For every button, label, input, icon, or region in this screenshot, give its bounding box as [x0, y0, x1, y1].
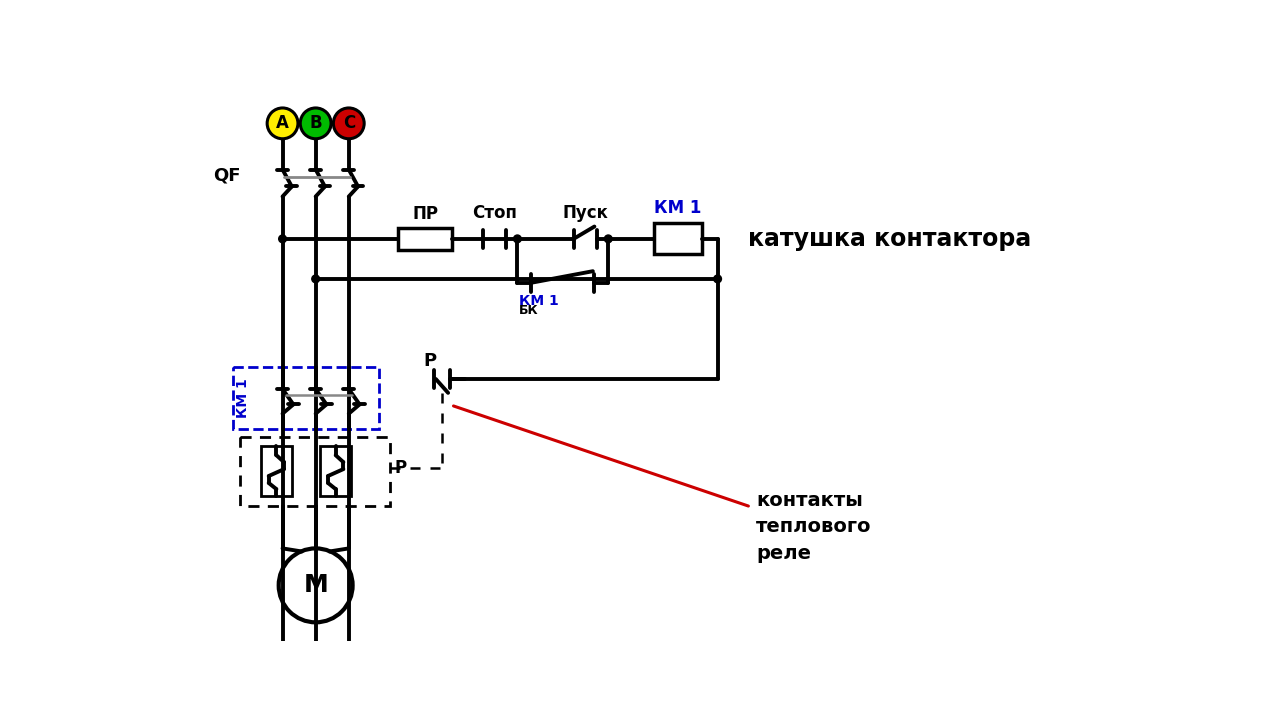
- Text: Пуск: Пуск: [562, 204, 608, 222]
- Bar: [261, 446, 292, 496]
- Text: ПР: ПР: [412, 205, 438, 223]
- Text: катушка контактора: катушка контактора: [749, 227, 1032, 251]
- Bar: [398, 228, 452, 250]
- Text: Р: Р: [424, 352, 436, 370]
- Bar: [241, 437, 390, 506]
- Circle shape: [513, 235, 521, 243]
- Circle shape: [279, 235, 287, 243]
- Bar: [320, 446, 351, 496]
- Circle shape: [312, 275, 320, 283]
- Text: КМ 1: КМ 1: [236, 379, 250, 418]
- Text: БК: БК: [518, 305, 539, 318]
- Circle shape: [333, 108, 365, 139]
- Circle shape: [604, 235, 612, 243]
- Text: C: C: [343, 114, 355, 132]
- Circle shape: [268, 108, 298, 139]
- Text: КМ 1: КМ 1: [654, 199, 701, 217]
- Text: Стоп: Стоп: [472, 204, 517, 222]
- Bar: [654, 223, 703, 254]
- Text: A: A: [276, 114, 289, 132]
- Circle shape: [714, 275, 722, 283]
- Text: QF: QF: [212, 167, 241, 185]
- Text: М: М: [303, 573, 328, 598]
- Text: B: B: [310, 114, 323, 132]
- Bar: [233, 367, 379, 429]
- Text: КМ 1: КМ 1: [518, 294, 558, 307]
- Text: Р: Р: [394, 459, 406, 477]
- Circle shape: [301, 108, 332, 139]
- Text: контакты
теплового
реле: контакты теплового реле: [756, 490, 872, 562]
